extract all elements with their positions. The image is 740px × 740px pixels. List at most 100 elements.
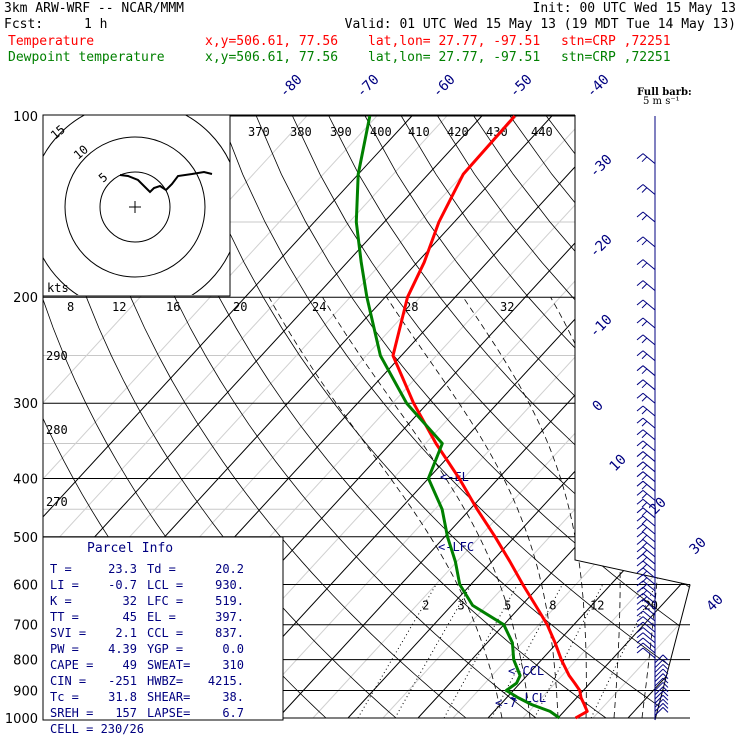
moist-adiabat — [462, 296, 587, 719]
parcel-key: CIN = — [50, 674, 86, 688]
parcel-key: CCL = — [147, 626, 183, 640]
wind-barb — [654, 682, 669, 691]
isotherm-label--60: -60 — [430, 72, 459, 101]
pressure-tick-700: 700 — [13, 619, 38, 634]
forecast-hour: 1 h — [84, 17, 108, 32]
hodograph-scale-8: 8 — [67, 300, 74, 314]
isotherm — [277, 115, 690, 719]
dewpoint-profile — [354, 115, 561, 720]
mixing-ratio-line — [491, 584, 563, 719]
dry-adiabat — [110, 115, 537, 719]
parcel-key: CAPE = — [50, 658, 93, 672]
theta-label-290: 290 — [46, 349, 68, 363]
dry-adiabat — [74, 115, 467, 719]
mixing-ratio-line — [357, 584, 437, 719]
theta-label-370: 370 — [248, 125, 270, 139]
wind-barb — [636, 365, 656, 377]
wind-barb — [654, 686, 669, 696]
parcel-value: 930. — [215, 578, 244, 592]
wind-barb — [636, 560, 656, 572]
wind-barb — [636, 299, 656, 311]
dry-adiabat — [364, 115, 690, 719]
parcel-value: 519. — [215, 594, 244, 608]
wind-barb — [636, 471, 656, 483]
dry-adiabat — [328, 115, 690, 719]
parcel-key: SVI = — [50, 626, 86, 640]
pressure-tick-600: 600 — [13, 578, 38, 593]
dry-adiabat — [691, 116, 740, 718]
isotherm-label--20: -20 — [587, 232, 616, 261]
wind-barb — [636, 259, 656, 271]
isotherm-label--10: -10 — [587, 312, 616, 341]
wind-barb — [636, 317, 656, 329]
parcel-value: -251 — [108, 674, 137, 688]
wind-barb — [654, 703, 669, 712]
wind-barb — [636, 515, 656, 527]
isotherm-label--70: -70 — [354, 72, 383, 101]
hodograph-frame — [42, 114, 231, 297]
theta-label-280: 280 — [46, 423, 68, 437]
parcel-value: 157 — [115, 706, 137, 720]
temperature-latlon: lat,lon= 27.77, -97.51 — [368, 34, 541, 49]
temperature-xy: x,y=506.61, 77.56 — [205, 34, 339, 49]
parcel-value: 2.1 — [115, 626, 137, 640]
parcel-value: 45 — [123, 610, 137, 624]
valid-time: Valid: 01 UTC Wed 15 May 13 (19 MDT Tue … — [344, 17, 736, 32]
plot-boundary — [574, 115, 691, 721]
wind-barb — [654, 668, 669, 678]
model-title: 3km ARW-WRF -- NCAR/MMM — [4, 1, 185, 16]
parcel-value: 310 — [222, 658, 244, 672]
minor-isotherm — [382, 115, 690, 719]
wind-barb — [654, 654, 669, 664]
parcel-key: SREH = — [50, 706, 93, 720]
parcel-value: 38. — [222, 690, 244, 704]
wind-barb — [636, 280, 656, 291]
pressure-tick-1000: 1000 — [5, 712, 38, 727]
pressure-tick-400: 400 — [13, 472, 38, 487]
dry-adiabat — [292, 115, 690, 719]
wind-barb — [636, 586, 656, 598]
minor-isotherm — [452, 115, 690, 719]
wind-barb — [636, 598, 656, 610]
wind-barb — [654, 677, 669, 687]
wind-barbs: Full barb:5 m s⁻¹ — [636, 87, 692, 720]
parcel-value: 31.8 — [108, 690, 137, 704]
hodograph-scale-28: 28 — [404, 300, 418, 314]
dry-adiabat — [437, 115, 690, 719]
parcel-value: 32 — [123, 594, 137, 608]
temperature-station: stn=CRP ,72251 — [561, 34, 671, 49]
wind-barb — [636, 539, 656, 550]
wind-barb — [636, 621, 656, 633]
wind-barb — [636, 632, 656, 644]
moist-adiabat — [386, 296, 559, 719]
marker-1: <-LFC — [438, 540, 474, 554]
dewpoint-latlon: lat,lon= 27.77, -97.51 — [368, 50, 541, 65]
hodograph-ring-0 — [99, 171, 171, 243]
parcel-value: 837. — [215, 626, 244, 640]
mixing-ratio-label-2: 2 — [422, 598, 429, 612]
marker-2: <-CCL — [508, 664, 544, 678]
isotherm — [487, 115, 690, 719]
isotherm-label-10: 10 — [607, 452, 630, 475]
pressure-tick-300: 300 — [13, 397, 38, 412]
parcel-key: SHEAR= — [147, 690, 190, 704]
mixing-ratio-label-5: 5 — [504, 598, 511, 612]
wind-barb — [636, 489, 656, 501]
parcel-info-box: Parcel Info T = 23.3 Td = 20.2 LI = -0.7 LCL = 9… — [42, 536, 284, 736]
isotherm-label-30: 30 — [687, 535, 710, 558]
temperature-profile — [391, 115, 589, 720]
hodograph-unit: kts — [47, 281, 69, 295]
hodograph-scale-16: 16 — [166, 300, 180, 314]
wind-legend-label: Full barb: — [637, 87, 692, 98]
hodograph-scale-24: 24 — [312, 300, 326, 314]
parcel-value: -0.7 — [108, 578, 137, 592]
minor-isotherm — [662, 115, 690, 719]
parcel-value: 397. — [215, 610, 244, 624]
hodograph-scale-20: 20 — [233, 300, 247, 314]
isotherm — [207, 115, 690, 719]
wind-barb — [636, 553, 656, 565]
hodograph-scale-12: 12 — [112, 300, 126, 314]
parcel-value: 4.39 — [108, 642, 137, 656]
wind-barb — [636, 507, 656, 519]
